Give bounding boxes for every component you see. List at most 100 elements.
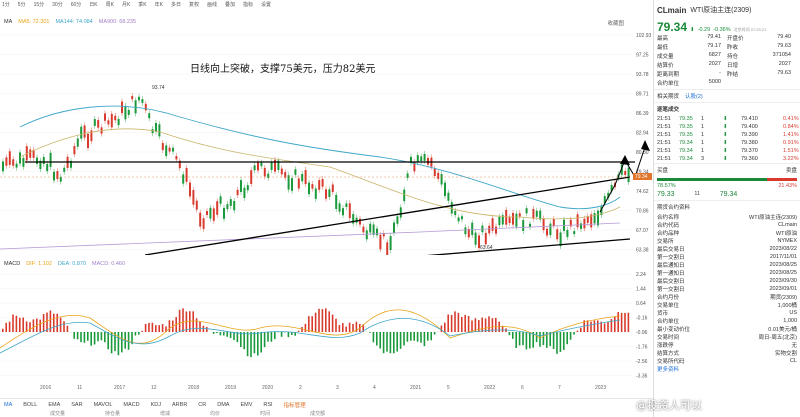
- period-tab-5[interactable]: 日K: [89, 1, 98, 8]
- symbol: CLmain: [657, 5, 687, 15]
- indicator-tab-ema[interactable]: EMA: [48, 401, 61, 408]
- bottom-item[interactable]: 成交额: [310, 411, 326, 417]
- period-tab-7[interactable]: 月K: [121, 1, 131, 8]
- candle-body: [607, 192, 610, 198]
- info-row: 合约代码 CLmain: [657, 222, 797, 229]
- candle-body: [512, 213, 514, 225]
- candle-body: [569, 219, 572, 227]
- indicator-tab-arbr[interactable]: ARBR: [172, 401, 188, 408]
- macd-bar: [413, 332, 415, 341]
- period-tab-15[interactable]: 设置: [261, 1, 272, 8]
- macd-bar: [93, 332, 96, 345]
- macd-bar: [607, 321, 609, 332]
- macd-bar: [15, 315, 18, 332]
- indicator-tab-dma[interactable]: DMA: [217, 401, 230, 408]
- macd-tick: 1.44: [636, 287, 646, 293]
- candle-body: [229, 199, 232, 206]
- macd-bar: [127, 332, 130, 350]
- trades-section-title: 逐笔成交: [654, 102, 800, 115]
- candle-body: [505, 209, 508, 225]
- quote-stats: 最高 79.41 开盘价 79.40 最低 79.17 昨收 79.63 成交量 6827 持仓 37…: [654, 32, 800, 89]
- macd-bar: [257, 332, 259, 356]
- favorite-button[interactable]: 收藏图: [607, 21, 624, 27]
- macd-tick: 0.64: [636, 301, 646, 307]
- candle-body: [76, 138, 79, 147]
- bottom-item[interactable]: 持仓量: [105, 411, 121, 417]
- indicator-tab-ma[interactable]: MA: [4, 401, 13, 408]
- more-info-link[interactable]: 更多资料: [657, 367, 680, 373]
- tab-related-futures[interactable]: 相关期货: [657, 94, 680, 100]
- period-tab-11[interactable]: 复权: [188, 1, 199, 8]
- macd-bar: [593, 320, 596, 332]
- info-row: 最后通知日 2023/08/25: [657, 262, 797, 269]
- candle-body: [393, 222, 395, 233]
- macd-bar: [134, 332, 137, 336]
- indicator-tab-sar[interactable]: SAR: [71, 401, 83, 408]
- tab-warrants[interactable]: 认股(2): [685, 94, 703, 100]
- candle-body: [110, 113, 113, 128]
- stat-item: [727, 79, 797, 87]
- candle-body: [240, 180, 242, 192]
- candle-body: [532, 208, 535, 219]
- bottom-bar: 成交量 持仓量 增减 均价 时间 成交额: [0, 410, 652, 417]
- time-tick: 2023: [595, 385, 607, 391]
- period-tab-10[interactable]: 多日: [170, 1, 181, 8]
- indicator-tab-emv[interactable]: EMV: [240, 401, 253, 408]
- candle-body: [284, 172, 287, 178]
- candle-body: [433, 168, 436, 176]
- macd-bar: [580, 327, 582, 332]
- candle-body: [93, 119, 96, 126]
- candle-body: [603, 196, 606, 204]
- candle-body: [522, 220, 525, 231]
- period-tab-8[interactable]: 季K: [138, 1, 147, 8]
- bottom-item[interactable]: 增减: [160, 411, 171, 417]
- indicator-tab-boll[interactable]: BOLL: [23, 401, 38, 408]
- indicator-tab-指标管理[interactable]: 指标管理: [283, 402, 306, 409]
- macd-label[interactable]: MACD: [4, 260, 21, 267]
- time-tick: 2022: [484, 385, 496, 391]
- candle-body: [325, 189, 327, 199]
- period-tab-4[interactable]: 60分: [70, 1, 82, 8]
- bottom-item[interactable]: 均价: [210, 411, 221, 417]
- macd-bar: [501, 325, 504, 332]
- candle-body: [199, 212, 202, 227]
- indicator-tab-mavol[interactable]: MAVOL: [93, 401, 113, 408]
- candle-body: [297, 178, 300, 189]
- price-tick: 102.93: [636, 33, 652, 39]
- bottom-item[interactable]: 成交量: [50, 411, 66, 417]
- period-tab-14[interactable]: 指标: [243, 1, 254, 8]
- macd-chart[interactable]: 2.24 1.44 0.64 -0.16 -0.96 -1.76 -2.56 -3.36: [0, 268, 652, 383]
- candlestick-chart[interactable]: 102.93 97.25 93.78 89.71 86.39 82.94 80.30 79.3…: [0, 27, 652, 255]
- price-change: -0.29: [697, 27, 711, 33]
- macd-bar: [29, 322, 31, 332]
- candle-body: [559, 232, 562, 247]
- indicator-tab-macd[interactable]: MACD: [123, 401, 140, 408]
- macd-bar: [46, 312, 48, 332]
- indicator-tab-cr[interactable]: CR: [198, 401, 207, 408]
- info-row: 货币 US: [657, 310, 797, 317]
- macd-bar: [488, 316, 490, 332]
- macd-bar: [539, 332, 541, 347]
- period-tab-6[interactable]: 周K: [105, 1, 114, 8]
- macd-bar: [410, 332, 412, 341]
- indicator-tab-kdj[interactable]: KDJ: [150, 401, 162, 408]
- macd-bar: [5, 322, 7, 332]
- period-tab-9[interactable]: 年K: [154, 1, 163, 8]
- period-tab-12[interactable]: 画线: [207, 1, 218, 8]
- macd-bar: [617, 312, 619, 332]
- period-tab-13[interactable]: 叠加: [225, 1, 236, 8]
- macd-bar: [233, 332, 235, 341]
- bottom-item[interactable]: 时间: [260, 411, 271, 417]
- period-tab-2[interactable]: 15分: [33, 1, 45, 8]
- macd-bar: [250, 332, 252, 358]
- candle-body: [454, 210, 457, 216]
- period-tab-0[interactable]: 1分: [2, 1, 10, 8]
- ma-label[interactable]: MA: [4, 19, 13, 25]
- macd-bar: [226, 332, 228, 337]
- indicator-tab-rsi[interactable]: RSI: [263, 401, 273, 408]
- macd-bar: [240, 332, 242, 348]
- period-tab-1[interactable]: 5分: [17, 1, 26, 8]
- period-tab-3[interactable]: 30分: [52, 1, 63, 8]
- candle-body: [474, 232, 477, 245]
- macd-bar: [552, 332, 555, 349]
